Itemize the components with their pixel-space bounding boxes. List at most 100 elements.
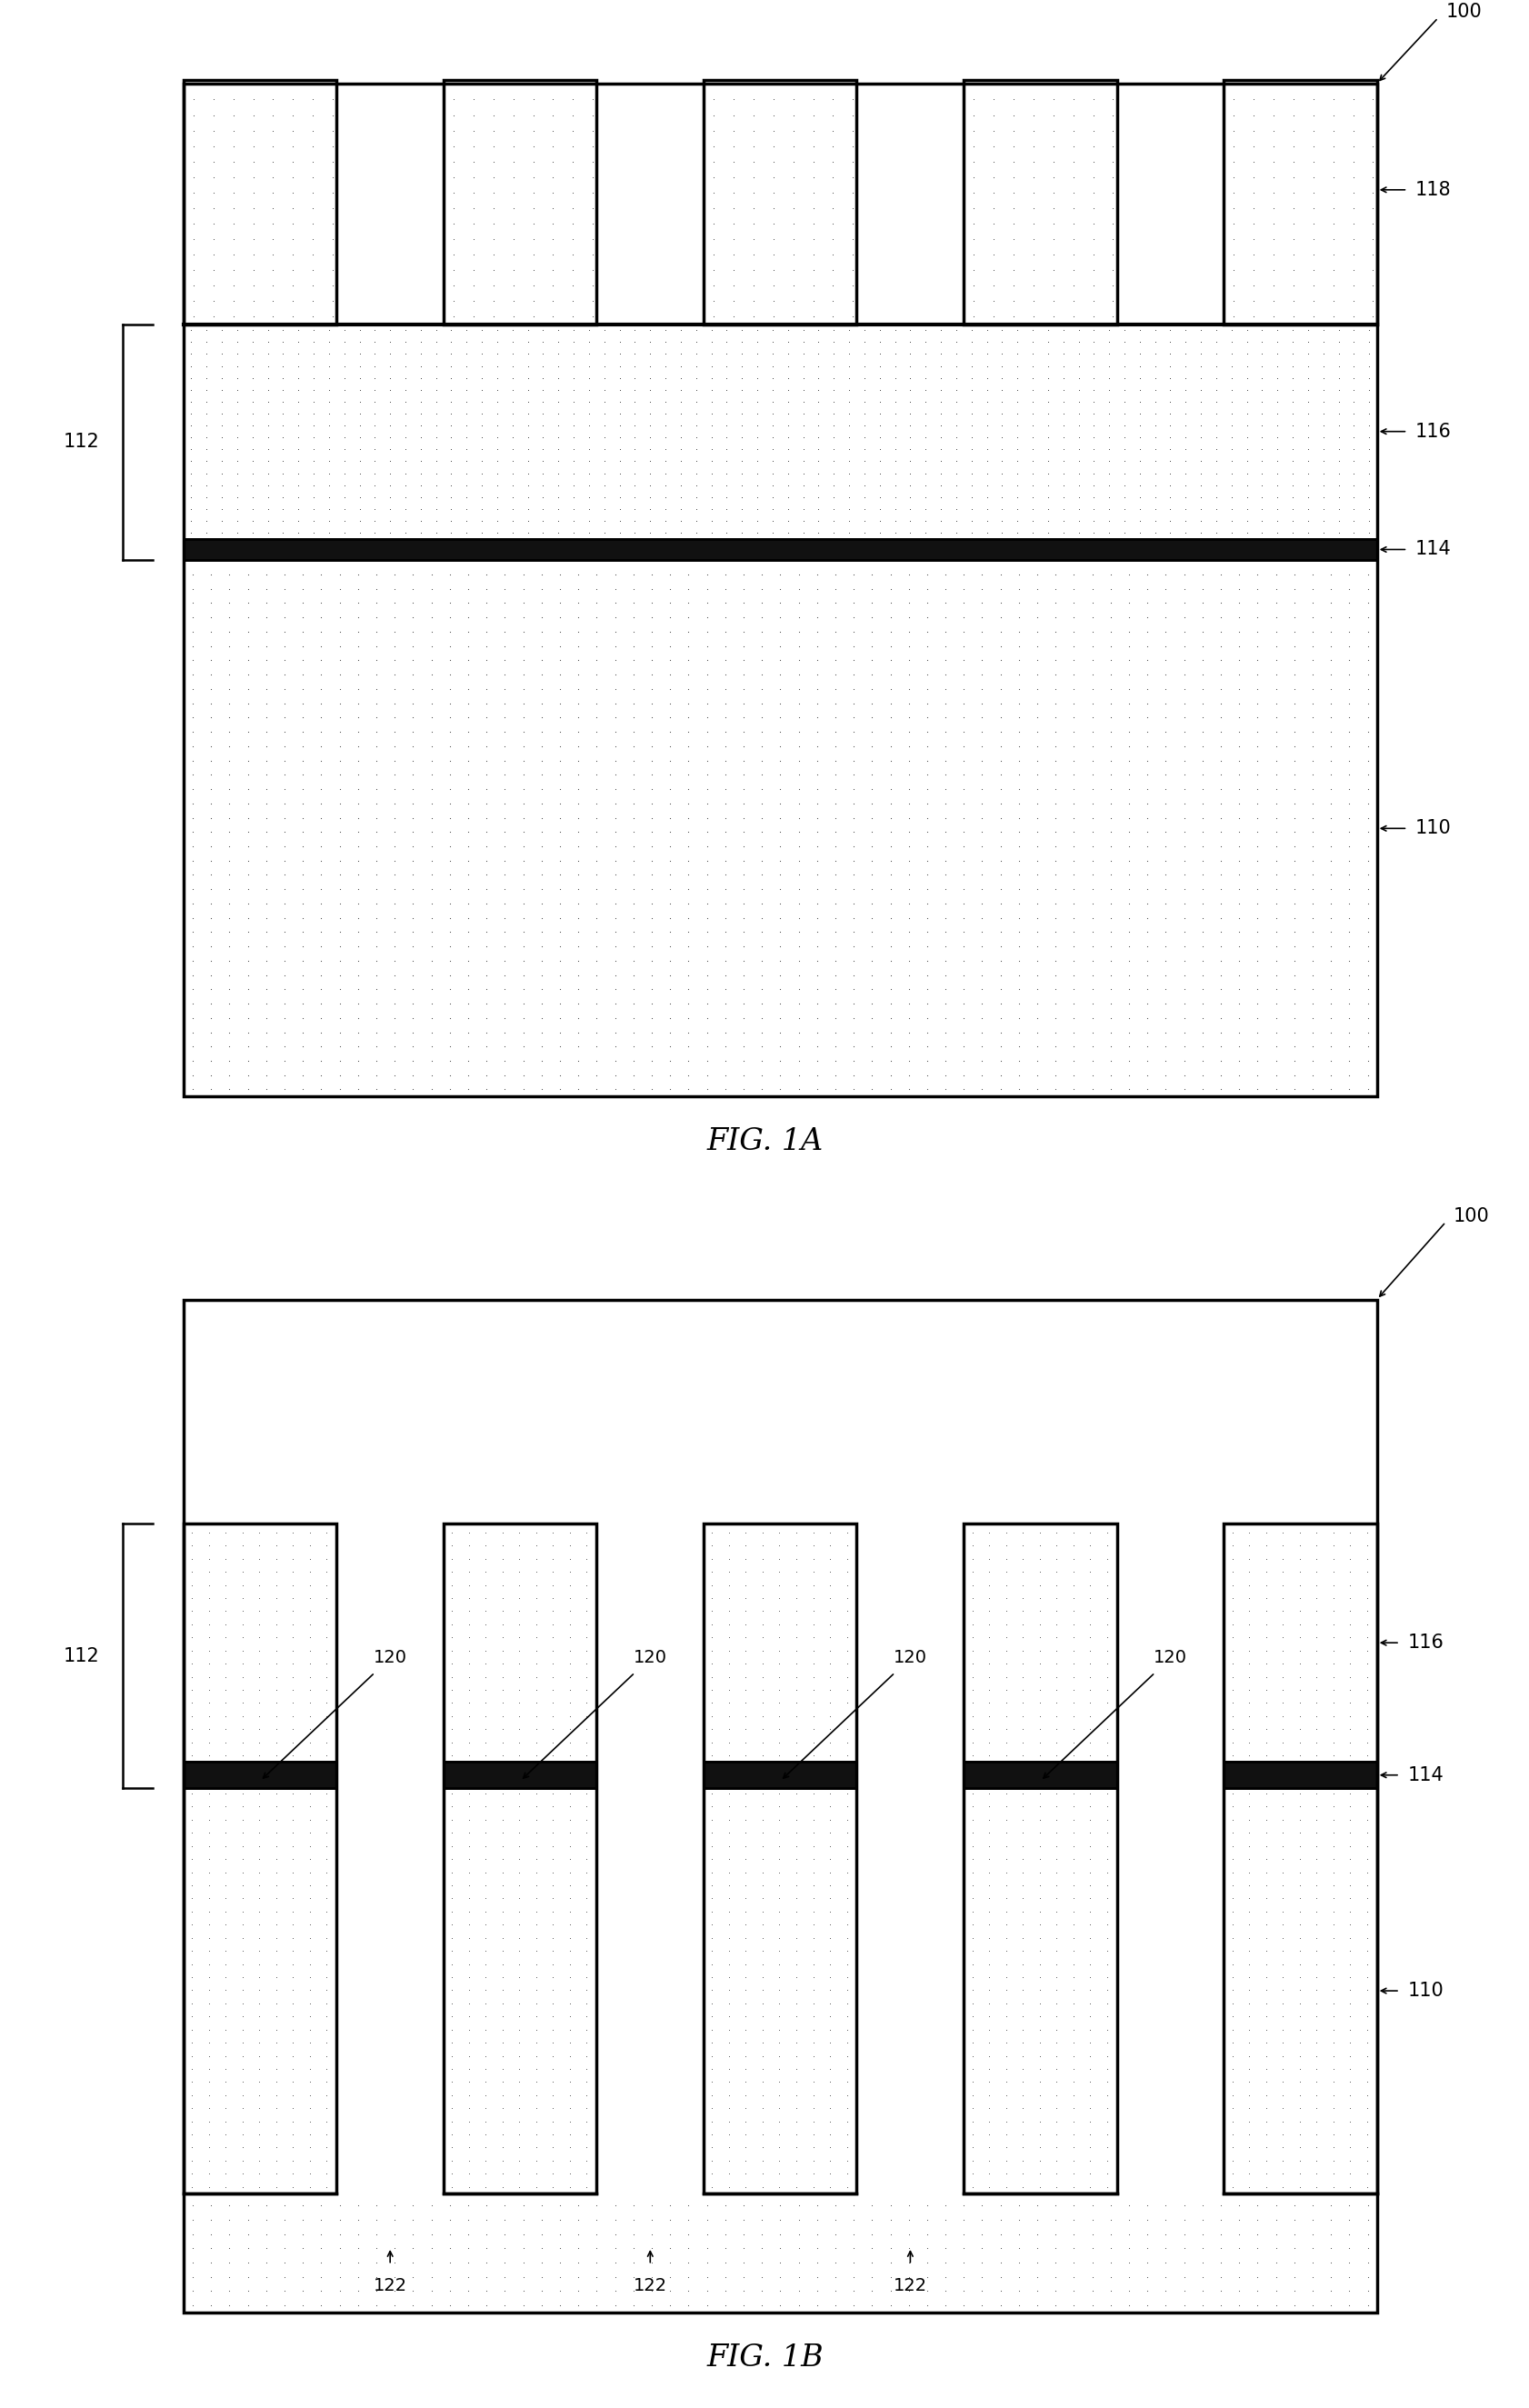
Point bbox=[393, 443, 417, 482]
Point bbox=[1301, 282, 1326, 320]
Point bbox=[1027, 1813, 1052, 1852]
Point bbox=[1220, 159, 1245, 197]
Point bbox=[1116, 698, 1141, 737]
Point bbox=[1061, 111, 1086, 149]
Point bbox=[835, 2141, 859, 2179]
Point bbox=[309, 641, 333, 679]
Point bbox=[1116, 2271, 1141, 2309]
Point bbox=[639, 771, 664, 809]
Point bbox=[474, 2271, 498, 2309]
Point bbox=[784, 2090, 809, 2129]
Point bbox=[1098, 742, 1122, 780]
Point bbox=[878, 884, 902, 922]
Point bbox=[818, 1984, 842, 2023]
Point bbox=[1208, 2143, 1232, 2182]
Point bbox=[676, 2259, 700, 2297]
Point bbox=[1153, 985, 1177, 1023]
Point bbox=[1300, 985, 1324, 1023]
Point bbox=[841, 2271, 865, 2309]
Point bbox=[529, 2230, 553, 2268]
Point bbox=[731, 698, 755, 737]
Point bbox=[265, 1512, 289, 1551]
Point bbox=[1219, 311, 1243, 349]
Point bbox=[621, 2129, 645, 2167]
Point bbox=[1355, 2114, 1379, 2153]
Point bbox=[260, 65, 286, 104]
Point bbox=[346, 1069, 370, 1108]
Point bbox=[1234, 323, 1258, 361]
Point bbox=[699, 1724, 723, 1763]
Point bbox=[859, 970, 884, 1009]
Point bbox=[1079, 742, 1104, 780]
Point bbox=[1043, 1671, 1067, 1710]
Point bbox=[1096, 455, 1121, 494]
Point bbox=[248, 2011, 272, 2049]
Point bbox=[657, 2259, 682, 2297]
Point bbox=[1009, 2090, 1034, 2129]
Point bbox=[1355, 626, 1379, 665]
Point bbox=[1220, 79, 1245, 118]
Point bbox=[988, 2244, 1012, 2283]
Point bbox=[1171, 869, 1196, 908]
Point bbox=[1263, 2259, 1287, 2297]
Point bbox=[1043, 698, 1067, 737]
Point bbox=[196, 1592, 220, 1630]
Point bbox=[362, 371, 387, 409]
Point bbox=[235, 2271, 260, 2309]
Point bbox=[1005, 383, 1029, 421]
Point bbox=[1061, 1972, 1086, 2011]
Point bbox=[1226, 2230, 1251, 2268]
Point bbox=[1098, 2186, 1122, 2225]
Point bbox=[213, 1787, 239, 1825]
Point bbox=[1310, 359, 1335, 397]
Point bbox=[1116, 655, 1141, 694]
Point bbox=[1320, 2155, 1344, 2194]
Point bbox=[1301, 159, 1326, 197]
Point bbox=[836, 513, 861, 551]
Point bbox=[1252, 1787, 1277, 1825]
Point bbox=[976, 1905, 1000, 1943]
Point bbox=[1081, 335, 1105, 373]
Point bbox=[867, 311, 891, 349]
Point bbox=[639, 2259, 664, 2297]
Point bbox=[546, 489, 570, 527]
Point bbox=[248, 1866, 272, 1905]
Point bbox=[1153, 970, 1177, 1009]
Point bbox=[768, 583, 792, 621]
Point bbox=[1024, 826, 1049, 864]
Point bbox=[1336, 1736, 1361, 1775]
Point bbox=[573, 1606, 598, 1645]
Point bbox=[1303, 2064, 1327, 2102]
Point bbox=[584, 1028, 609, 1067]
Point bbox=[229, 1801, 254, 1840]
Point bbox=[1095, 2049, 1119, 2088]
Point bbox=[859, 713, 884, 751]
Point bbox=[878, 2201, 902, 2239]
Point bbox=[751, 1580, 775, 1618]
Point bbox=[229, 1866, 254, 1905]
Point bbox=[1286, 1618, 1310, 1657]
Point bbox=[579, 173, 604, 212]
Point bbox=[699, 2076, 723, 2114]
Point bbox=[951, 898, 976, 937]
Point bbox=[1050, 335, 1075, 373]
Point bbox=[265, 1724, 289, 1763]
Point bbox=[836, 443, 861, 482]
Point bbox=[520, 128, 544, 166]
Point bbox=[1252, 1931, 1277, 1970]
Point bbox=[914, 1028, 939, 1067]
Point bbox=[382, 840, 407, 879]
Point bbox=[1318, 727, 1342, 766]
Point bbox=[786, 2259, 810, 2297]
Point bbox=[179, 407, 203, 445]
Point bbox=[859, 1069, 884, 1108]
Point bbox=[943, 347, 968, 385]
Point bbox=[1264, 419, 1289, 458]
Point bbox=[297, 1683, 323, 1722]
Point bbox=[1095, 1893, 1119, 1931]
Point bbox=[1242, 219, 1266, 258]
Point bbox=[751, 1512, 775, 1551]
Point bbox=[242, 173, 266, 212]
Point bbox=[1061, 840, 1086, 879]
Point bbox=[768, 785, 792, 824]
